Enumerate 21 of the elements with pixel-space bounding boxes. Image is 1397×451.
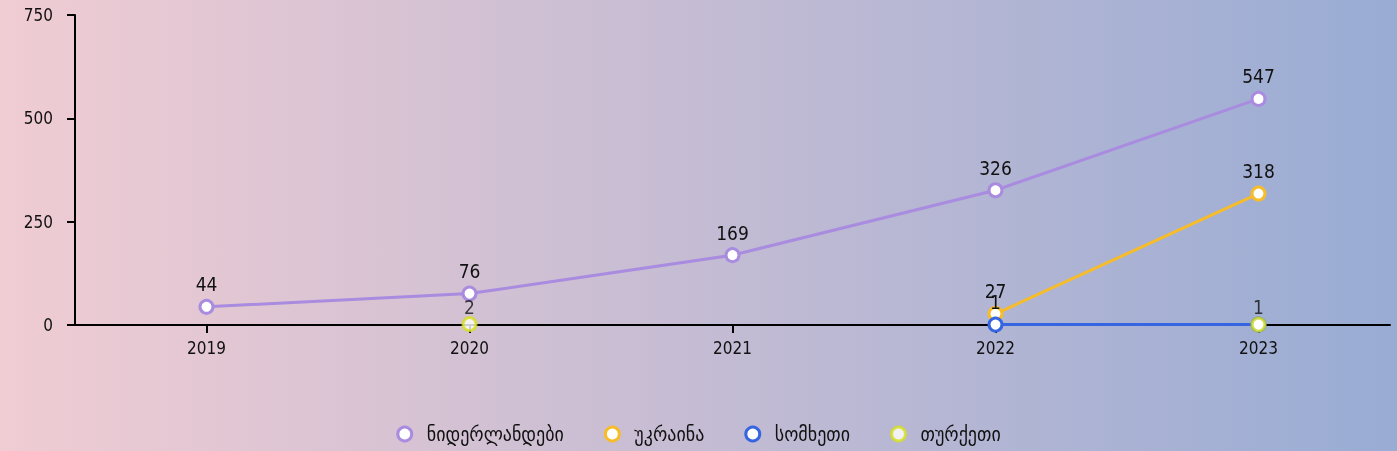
x-tick-label: 2019 [187, 337, 226, 358]
x-tick-label: 2020 [450, 337, 489, 358]
y-tick-label: 250 [23, 211, 53, 232]
y-tick-label: 0 [43, 315, 53, 335]
y-tick-label: 500 [23, 108, 53, 129]
data-label: 318 [1242, 160, 1275, 183]
data-label: 76 [458, 260, 481, 283]
data-label: 326 [979, 156, 1012, 179]
data-label: 2 [464, 295, 475, 318]
legend-label: ნიდერლანდები [426, 422, 564, 446]
legend-label: უკრაინა [634, 422, 705, 446]
data-label: 547 [1242, 65, 1275, 88]
x-tick-label: 2022 [976, 337, 1015, 358]
x-tick-label: 2023 [1239, 337, 1278, 358]
y-tick-label: 750 [23, 5, 53, 25]
x-tick-label: 2021 [713, 337, 752, 358]
data-label: 44 [195, 273, 218, 296]
data-label: 169 [716, 221, 749, 244]
legend-label: სომხეთი [774, 422, 850, 446]
data-label: 1 [1253, 296, 1264, 319]
legend-label: თურქეთი [920, 422, 1001, 446]
